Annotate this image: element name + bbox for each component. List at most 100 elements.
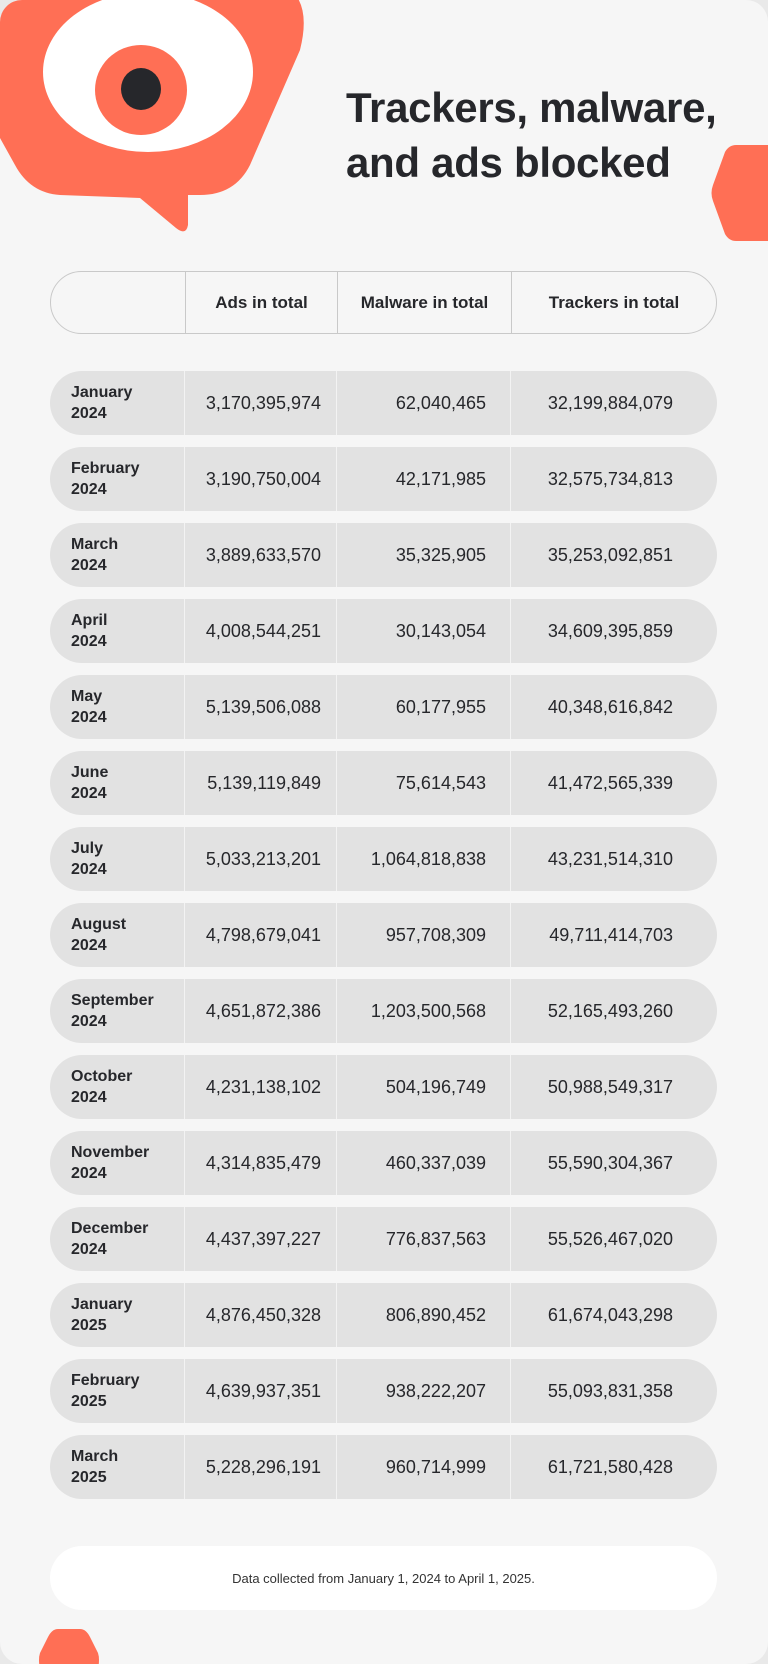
ads-cell: 5,139,506,088 [184, 675, 336, 739]
year-label: 2024 [71, 937, 107, 954]
malware-cell: 62,040,465 [336, 371, 510, 435]
month-cell: March 2025 [50, 1435, 184, 1499]
table-row: March 2025 5,228,296,191 960,714,999 61,721,… [50, 1435, 717, 1499]
malware-cell: 42,171,985 [336, 447, 510, 511]
ads-cell: 4,008,544,251 [184, 599, 336, 663]
ads-cell: 3,170,395,974 [184, 371, 336, 435]
year-label: 2024 [71, 481, 107, 498]
table-row: January 2024 3,170,395,974 62,040,465 32,199… [50, 371, 717, 435]
trackers-cell: 35,253,092,851 [510, 523, 717, 587]
month-cell: December 2024 [50, 1207, 184, 1271]
page-title: Trackers, malware, and ads blocked [346, 80, 717, 190]
ads-cell: 4,798,679,041 [184, 903, 336, 967]
trackers-cell: 61,674,043,298 [510, 1283, 717, 1347]
hexagon-decoration [39, 1629, 99, 1664]
table-row: February 2024 3,190,750,004 42,171,985 32,57… [50, 447, 717, 511]
malware-cell: 35,325,905 [336, 523, 510, 587]
malware-cell: 776,837,563 [336, 1207, 510, 1271]
ads-cell: 4,639,937,351 [184, 1359, 336, 1423]
footer-note: Data collected from January 1, 2024 to A… [50, 1546, 717, 1610]
trackers-cell: 55,093,831,358 [510, 1359, 717, 1423]
table-row: December 2024 4,437,397,227 776,837,563 55,5… [50, 1207, 717, 1271]
month-label: December [71, 1220, 149, 1237]
eye-speech-bubble-logo [0, 0, 304, 232]
hexagon-decoration [711, 145, 768, 241]
title-line: and ads blocked [346, 139, 671, 186]
malware-cell: 460,337,039 [336, 1131, 510, 1195]
table-row: June 2024 5,139,119,849 75,614,543 41,472,56… [50, 751, 717, 815]
malware-cell: 938,222,207 [336, 1359, 510, 1423]
trackers-cell: 49,711,414,703 [510, 903, 717, 967]
ads-cell: 5,139,119,849 [184, 751, 336, 815]
malware-cell: 957,708,309 [336, 903, 510, 967]
month-cell: February 2024 [50, 447, 184, 511]
header-ads: Ads in total [185, 272, 337, 333]
ads-cell: 4,314,835,479 [184, 1131, 336, 1195]
header-malware: Malware in total [337, 272, 511, 333]
table-row: March 2024 3,889,633,570 35,325,905 35,253,0… [50, 523, 717, 587]
month-cell: April 2024 [50, 599, 184, 663]
malware-cell: 1,064,818,838 [336, 827, 510, 891]
table-row: November 2024 4,314,835,479 460,337,039 55,5… [50, 1131, 717, 1195]
year-label: 2024 [71, 1089, 107, 1106]
trackers-cell: 41,472,565,339 [510, 751, 717, 815]
table-row: April 2024 4,008,544,251 30,143,054 34,609,3… [50, 599, 717, 663]
month-label: July [71, 840, 104, 857]
month-cell: March 2024 [50, 523, 184, 587]
month-cell: May 2024 [50, 675, 184, 739]
table-row: July 2024 5,033,213,201 1,064,818,838 43,231… [50, 827, 717, 891]
ads-cell: 3,889,633,570 [184, 523, 336, 587]
month-cell: October 2024 [50, 1055, 184, 1119]
year-label: 2024 [71, 785, 107, 802]
ads-cell: 4,231,138,102 [184, 1055, 336, 1119]
month-label: March [71, 1448, 119, 1465]
malware-cell: 30,143,054 [336, 599, 510, 663]
table-row: August 2024 4,798,679,041 957,708,309 49,711… [50, 903, 717, 967]
year-label: 2024 [71, 1013, 107, 1030]
year-label: 2024 [71, 861, 107, 878]
table-row: May 2024 5,139,506,088 60,177,955 40,348,616… [50, 675, 717, 739]
month-label: June [71, 764, 109, 781]
month-label: January [71, 384, 133, 401]
trackers-cell: 50,988,549,317 [510, 1055, 717, 1119]
table-row: October 2024 4,231,138,102 504,196,749 50,98… [50, 1055, 717, 1119]
malware-cell: 806,890,452 [336, 1283, 510, 1347]
year-label: 2024 [71, 633, 107, 650]
table-row: February 2025 4,639,937,351 938,222,207 55,0… [50, 1359, 717, 1423]
trackers-cell: 40,348,616,842 [510, 675, 717, 739]
malware-cell: 1,203,500,568 [336, 979, 510, 1043]
month-label: August [71, 916, 127, 933]
trackers-cell: 32,575,734,813 [510, 447, 717, 511]
month-cell: November 2024 [50, 1131, 184, 1195]
month-cell: July 2024 [50, 827, 184, 891]
month-cell: August 2024 [50, 903, 184, 967]
month-cell: February 2025 [50, 1359, 184, 1423]
year-label: 2025 [71, 1469, 107, 1486]
month-cell: June 2024 [50, 751, 184, 815]
malware-cell: 60,177,955 [336, 675, 510, 739]
year-label: 2024 [71, 557, 107, 574]
year-label: 2024 [71, 405, 107, 422]
month-cell: January 2024 [50, 371, 184, 435]
month-label: May [71, 688, 103, 705]
month-label: February [71, 1372, 140, 1389]
month-label: September [71, 992, 154, 1009]
trackers-cell: 55,526,467,020 [510, 1207, 717, 1271]
table-row: September 2024 4,651,872,386 1,203,500,568 5… [50, 979, 717, 1043]
month-label: February [71, 460, 140, 477]
month-label: January [71, 1296, 133, 1313]
month-label: April [71, 612, 108, 629]
month-label: October [71, 1068, 133, 1085]
month-cell: September 2024 [50, 979, 184, 1043]
trackers-cell: 43,231,514,310 [510, 827, 717, 891]
year-label: 2025 [71, 1393, 107, 1410]
header-empty-cell [51, 272, 185, 333]
month-cell: January 2025 [50, 1283, 184, 1347]
year-label: 2024 [71, 1165, 107, 1182]
ads-cell: 5,228,296,191 [184, 1435, 336, 1499]
trackers-cell: 52,165,493,260 [510, 979, 717, 1043]
ads-cell: 5,033,213,201 [184, 827, 336, 891]
month-label: March [71, 536, 119, 553]
trackers-cell: 32,199,884,079 [510, 371, 717, 435]
